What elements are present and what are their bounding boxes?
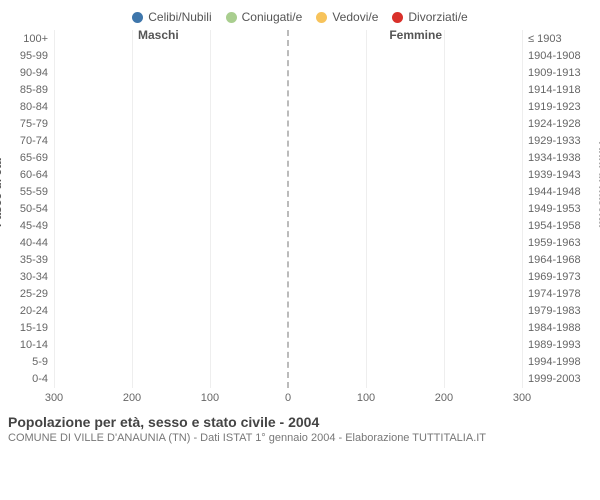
age-label: 20-24 bbox=[20, 305, 48, 317]
birth-label: 1934-1938 bbox=[528, 152, 581, 164]
birth-label: 1949-1953 bbox=[528, 203, 581, 215]
legend-item: Vedovi/e bbox=[316, 10, 378, 24]
age-label: 100+ bbox=[23, 33, 48, 45]
pyramid-row: 10-141989-1993 bbox=[54, 337, 522, 354]
pyramid-row: 95-991904-1908 bbox=[54, 47, 522, 64]
legend-label: Divorziati/e bbox=[408, 10, 467, 24]
x-tick: 0 bbox=[285, 392, 291, 404]
birth-label: 1929-1933 bbox=[528, 135, 581, 147]
age-label: 75-79 bbox=[20, 118, 48, 130]
age-label: 70-74 bbox=[20, 135, 48, 147]
chart-title: Popolazione per età, sesso e stato civil… bbox=[8, 414, 592, 430]
age-label: 90-94 bbox=[20, 67, 48, 79]
birth-label: 1974-1978 bbox=[528, 288, 581, 300]
pyramid-row: 5-91994-1998 bbox=[54, 354, 522, 371]
age-label: 40-44 bbox=[20, 237, 48, 249]
x-tick: 300 bbox=[45, 392, 63, 404]
pyramid-row: 20-241979-1983 bbox=[54, 303, 522, 320]
pyramid-row: 60-641939-1943 bbox=[54, 166, 522, 183]
birth-label: 1959-1963 bbox=[528, 237, 581, 249]
birth-label: 1904-1908 bbox=[528, 50, 581, 62]
birth-label: 1979-1983 bbox=[528, 305, 581, 317]
birth-label: 1954-1958 bbox=[528, 220, 581, 232]
birth-label: 1914-1918 bbox=[528, 84, 581, 96]
legend-swatch bbox=[392, 12, 403, 23]
pyramid-row: 25-291974-1978 bbox=[54, 286, 522, 303]
age-label: 80-84 bbox=[20, 101, 48, 113]
pyramid-row: 75-791924-1928 bbox=[54, 115, 522, 132]
pyramid-row: 35-391964-1968 bbox=[54, 252, 522, 269]
pyramid-rows: 100+≤ 190395-991904-190890-941909-191385… bbox=[54, 30, 522, 388]
pyramid-row: 80-841919-1923 bbox=[54, 98, 522, 115]
age-label: 35-39 bbox=[20, 254, 48, 266]
age-label: 55-59 bbox=[20, 186, 48, 198]
age-label: 10-14 bbox=[20, 339, 48, 351]
age-label: 15-19 bbox=[20, 322, 48, 334]
pyramid-row: 55-591944-1948 bbox=[54, 183, 522, 200]
birth-label: 1994-1998 bbox=[528, 356, 581, 368]
age-label: 45-49 bbox=[20, 220, 48, 232]
birth-label: ≤ 1903 bbox=[528, 33, 562, 45]
legend-label: Celibi/Nubili bbox=[148, 10, 211, 24]
pyramid-row: 40-441959-1963 bbox=[54, 235, 522, 252]
birth-label: 1969-1973 bbox=[528, 271, 581, 283]
x-tick: 200 bbox=[123, 392, 141, 404]
age-label: 25-29 bbox=[20, 288, 48, 300]
birth-label: 1919-1923 bbox=[528, 101, 581, 113]
birth-label: 1924-1928 bbox=[528, 118, 581, 130]
pyramid-row: 85-891914-1918 bbox=[54, 81, 522, 98]
pyramid-row: 70-741929-1933 bbox=[54, 132, 522, 149]
age-label: 65-69 bbox=[20, 152, 48, 164]
x-tick: 300 bbox=[513, 392, 531, 404]
y-axis-right-label: Anni di nascita bbox=[596, 142, 600, 227]
birth-label: 1999-2003 bbox=[528, 373, 581, 385]
birth-label: 1944-1948 bbox=[528, 186, 581, 198]
legend-label: Coniugati/e bbox=[242, 10, 303, 24]
pyramid-row: 65-691934-1938 bbox=[54, 149, 522, 166]
pyramid-row: 45-491954-1958 bbox=[54, 218, 522, 235]
age-label: 5-9 bbox=[32, 356, 48, 368]
x-tick: 200 bbox=[435, 392, 453, 404]
x-tick: 100 bbox=[357, 392, 375, 404]
legend-swatch bbox=[226, 12, 237, 23]
legend-item: Divorziati/e bbox=[392, 10, 467, 24]
footer: Popolazione per età, sesso e stato civil… bbox=[8, 414, 592, 444]
x-tick: 100 bbox=[201, 392, 219, 404]
pyramid-row: 0-41999-2003 bbox=[54, 371, 522, 388]
age-label: 0-4 bbox=[32, 373, 48, 385]
age-label: 50-54 bbox=[20, 203, 48, 215]
legend-item: Coniugati/e bbox=[226, 10, 303, 24]
age-label: 60-64 bbox=[20, 169, 48, 181]
pyramid-row: 30-341969-1973 bbox=[54, 269, 522, 286]
legend-item: Celibi/Nubili bbox=[132, 10, 211, 24]
birth-label: 1989-1993 bbox=[528, 339, 581, 351]
birth-label: 1939-1943 bbox=[528, 169, 581, 181]
population-pyramid-chart: Celibi/Nubili Coniugati/e Vedovi/e Divorzia… bbox=[0, 0, 600, 500]
y-axis-left-label: Fasce di età bbox=[0, 158, 4, 227]
pyramid-row: 15-191984-1988 bbox=[54, 320, 522, 337]
birth-label: 1984-1988 bbox=[528, 322, 581, 334]
legend-swatch bbox=[316, 12, 327, 23]
pyramid-row: 50-541949-1953 bbox=[54, 200, 522, 217]
birth-label: 1964-1968 bbox=[528, 254, 581, 266]
legend-label: Vedovi/e bbox=[332, 10, 378, 24]
birth-label: 1909-1913 bbox=[528, 67, 581, 79]
plot-area: Maschi Femmine Fasce di età Anni di nasc… bbox=[8, 30, 592, 410]
x-axis: 3002001000100200300 bbox=[54, 388, 522, 410]
age-label: 85-89 bbox=[20, 84, 48, 96]
pyramid-row: 90-941909-1913 bbox=[54, 64, 522, 81]
chart-subtitle: COMUNE DI VILLE D'ANAUNIA (TN) - Dati IS… bbox=[8, 432, 592, 444]
legend: Celibi/Nubili Coniugati/e Vedovi/e Divorzia… bbox=[8, 10, 592, 24]
legend-swatch bbox=[132, 12, 143, 23]
pyramid-row: 100+≤ 1903 bbox=[54, 30, 522, 47]
age-label: 30-34 bbox=[20, 271, 48, 283]
age-label: 95-99 bbox=[20, 50, 48, 62]
